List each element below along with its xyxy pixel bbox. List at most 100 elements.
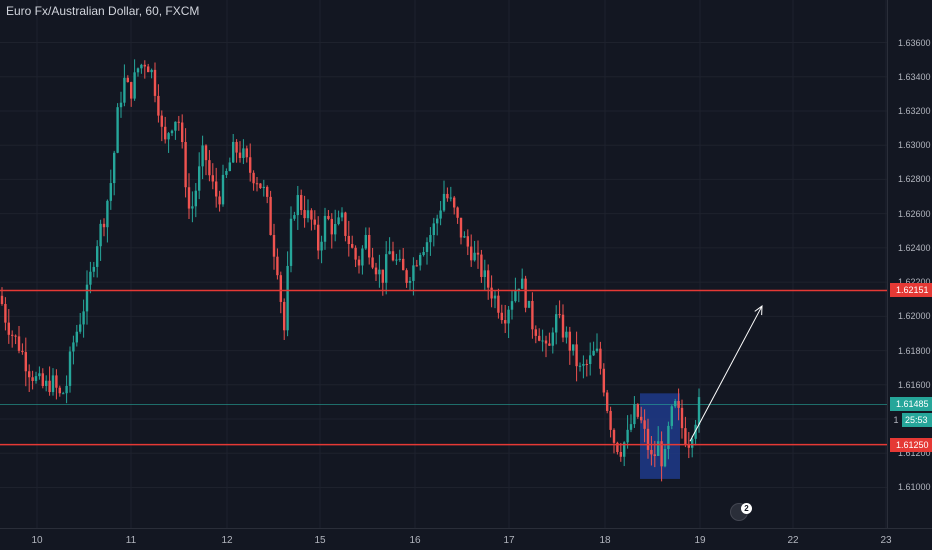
candle-body [572, 344, 575, 351]
candle-body [177, 121, 180, 123]
candle-body [143, 64, 146, 67]
candle-body [629, 424, 633, 430]
candle-body [82, 311, 85, 325]
candle-body [500, 312, 503, 321]
candle-body [147, 66, 150, 73]
candle-body [65, 385, 68, 394]
price-tick-label: 1.63400 [898, 71, 931, 82]
candle-body [391, 251, 395, 261]
candle-body [198, 166, 201, 191]
candle-body [21, 350, 24, 353]
candle-body [442, 193, 446, 211]
candle-body [490, 287, 493, 299]
candle-body [538, 335, 541, 341]
candle-body [320, 241, 323, 251]
candle-body [565, 331, 568, 338]
candle-body [361, 248, 364, 266]
candle-body [582, 364, 585, 366]
candle-body [680, 407, 684, 429]
candle-body [514, 290, 517, 302]
candle-body [653, 454, 656, 456]
candle-body [14, 335, 17, 337]
resistance-price-tag: 1.62151 [890, 283, 932, 298]
candle-body [119, 102, 123, 108]
candle-body [606, 392, 609, 411]
candle-body [476, 252, 480, 255]
candle-body [524, 278, 527, 308]
candle-body [7, 322, 10, 335]
candle-body [286, 265, 289, 331]
candle-body [432, 223, 435, 236]
candle-body [449, 197, 452, 199]
candle-body [85, 284, 89, 312]
candle-body [381, 269, 384, 283]
candle-body [368, 234, 371, 258]
candle-body [89, 271, 92, 285]
candle-body [466, 236, 469, 247]
time-tick-label: 12 [221, 535, 233, 546]
candle-body [116, 107, 119, 153]
candle-body [160, 115, 163, 127]
candle-body [347, 235, 350, 245]
candle-body [517, 288, 520, 291]
candle-body [623, 442, 626, 457]
candle-body [208, 160, 211, 176]
candle-body [470, 246, 473, 261]
candle-body [419, 254, 422, 266]
candle-body [402, 258, 405, 271]
candle-body [483, 270, 486, 277]
candle-body [296, 195, 299, 216]
candle-body [58, 387, 61, 394]
candle-body [62, 393, 65, 395]
candle-body [609, 410, 612, 430]
candle-body [388, 251, 391, 255]
candle-body [211, 175, 214, 182]
candle-body [568, 331, 571, 351]
candle-body [24, 352, 27, 372]
candle-body [667, 425, 670, 450]
candle-body [303, 210, 306, 219]
candle-body [487, 270, 490, 288]
candle-body [17, 336, 21, 351]
price-tick-label: 1.61600 [898, 379, 931, 390]
candle-body [130, 82, 133, 99]
candle-body [351, 244, 354, 248]
candle-body [276, 256, 279, 276]
candle-body [327, 215, 330, 219]
candle-body [463, 236, 466, 238]
candle-body [34, 376, 38, 381]
candle-body [306, 210, 310, 219]
candle-body [677, 400, 680, 408]
candle-body [595, 348, 599, 351]
candle-body [425, 242, 429, 252]
candle-body [174, 121, 177, 131]
price-tick-label: 1.61000 [898, 482, 931, 493]
candle-body [330, 218, 333, 235]
candle-body [170, 130, 174, 134]
candle-body [561, 314, 565, 338]
candle-body [262, 186, 265, 189]
current-price-tag: 1.61485 [890, 397, 932, 412]
bar-countdown-tag: 25:53 [902, 413, 932, 428]
candle-body [497, 295, 500, 313]
candle-body [646, 428, 650, 450]
candle-body [510, 301, 514, 310]
candle-body [385, 254, 388, 283]
highlight-box [640, 393, 680, 479]
candle-body [184, 142, 187, 188]
candle-body [548, 343, 551, 346]
time-tick-label: 17 [503, 535, 515, 546]
candle-body [691, 438, 694, 448]
candle-body [225, 171, 228, 175]
price-tick-label: 1.61200 [898, 448, 931, 459]
candle-body [493, 295, 497, 299]
candle-body [354, 247, 357, 260]
candle-body [436, 218, 439, 224]
candle-body [626, 429, 629, 443]
candle-body [323, 215, 327, 242]
candle-body [650, 449, 653, 455]
candle-body [181, 122, 184, 143]
candle-body [551, 332, 554, 346]
candle-body [228, 162, 231, 172]
